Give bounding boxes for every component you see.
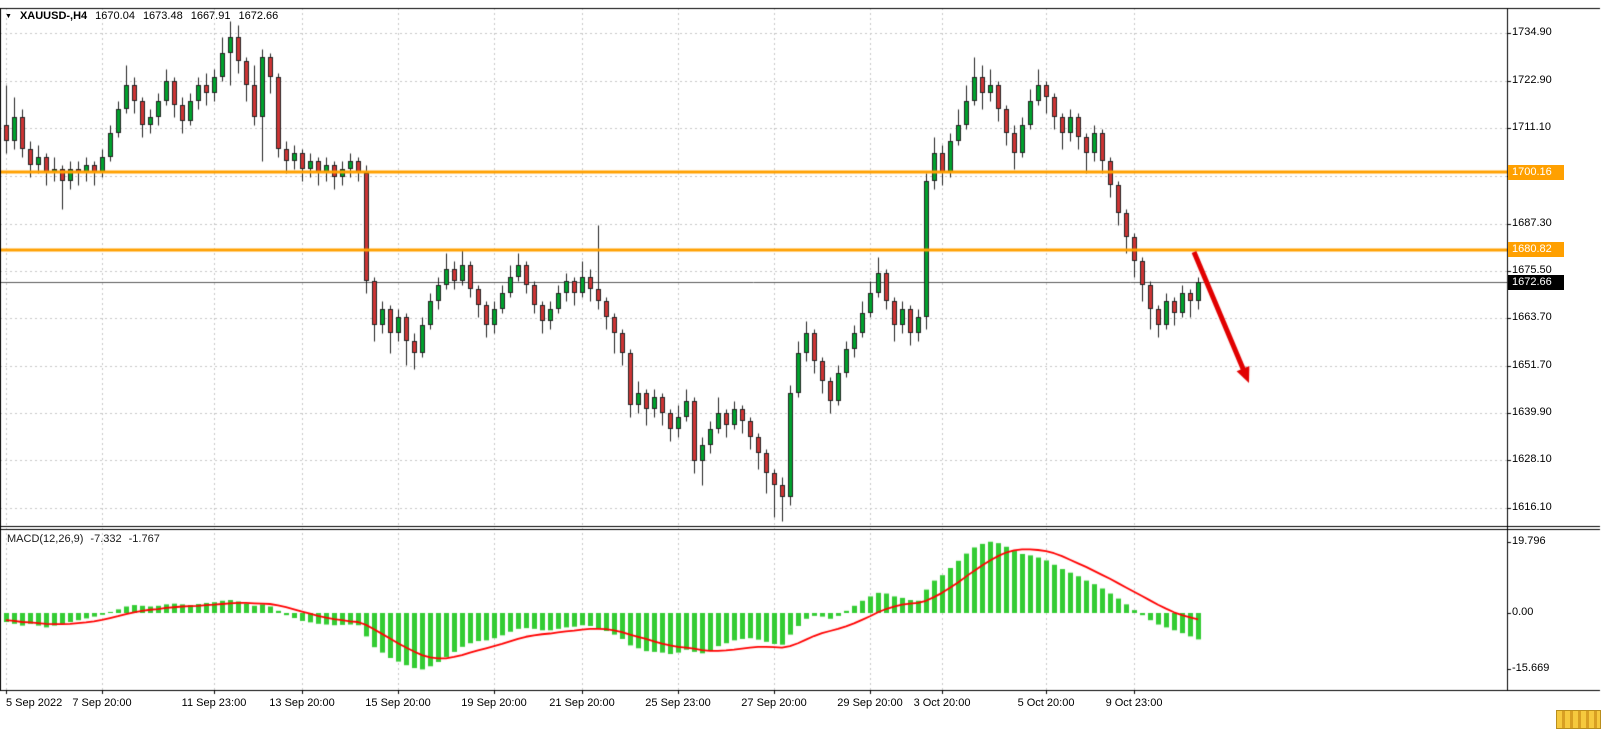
macd-signal-value: -1.767 (128, 533, 160, 545)
open-value: 1670.04 (95, 10, 135, 22)
support-price-label[interactable]: 1680.82 (1508, 242, 1564, 258)
price-tick-label: 1675.50 (1512, 263, 1552, 276)
price-tick-label: 1616.10 (1512, 501, 1552, 514)
time-axis-label: 15 Sep 20:00 (365, 697, 431, 709)
price-tick-label: 1663.70 (1512, 311, 1552, 323)
close-value: 1672.66 (238, 10, 279, 22)
price-tick-label: 1639.90 (1512, 406, 1552, 419)
time-axis-label: 29 Sep 20:00 (837, 697, 903, 709)
price-tick-label: 1651.70 (1512, 359, 1552, 371)
current-price-label: 1672.66 (1508, 274, 1564, 290)
time-axis-label: 9 Oct 23:00 (1105, 697, 1163, 709)
low-value: 1667.91 (190, 10, 231, 22)
time-axis-label: 19 Sep 20:00 (461, 697, 527, 709)
high-value: 1673.48 (142, 10, 183, 22)
time-axis-label: 21 Sep 20:00 (549, 697, 615, 709)
price-tick-label: 1687.30 (1512, 216, 1552, 229)
time-axis-label: 27 Sep 20:00 (741, 697, 807, 709)
macd-tick-label: -15.669 (1512, 662, 1550, 675)
macd-label: MACD(12,26,9) -7.332 -1.767 (7, 533, 160, 545)
macd-tick-label: 0.00 (1512, 606, 1534, 618)
price-tick-label: 1628.10 (1512, 453, 1552, 466)
chart-title: ▼ XAUUSD-,H4 1670.04 1673.48 1667.91 167… (5, 10, 278, 22)
macd-tick-label: 19.796 (1512, 534, 1546, 547)
time-axis-label: 13 Sep 20:00 (269, 697, 335, 709)
window-corner-grip (1556, 710, 1601, 729)
time-axis-label: 25 Sep 23:00 (645, 697, 711, 709)
time-axis-label: 3 Oct 20:00 (913, 697, 971, 709)
time-axis-label: 11 Sep 23:00 (181, 697, 247, 709)
symbol-period-label: XAUUSD-,H4 (19, 10, 88, 22)
price-tick-label: 1722.90 (1512, 74, 1552, 87)
price-tick-label: 1711.10 (1512, 121, 1551, 134)
price-tick-label: 1734.90 (1512, 26, 1552, 39)
time-axis-label: 5 Sep 2022 (6, 697, 63, 709)
time-axis-label: 5 Oct 20:00 (1017, 697, 1075, 709)
macd-main-value: -7.332 (90, 533, 122, 545)
symbol-dropdown-icon[interactable]: ▼ (5, 12, 12, 20)
macd-name: MACD(12,26,9) (7, 533, 84, 545)
resistance-price-label[interactable]: 1700.16 (1508, 164, 1564, 180)
time-axis-label: 7 Sep 20:00 (72, 697, 132, 709)
